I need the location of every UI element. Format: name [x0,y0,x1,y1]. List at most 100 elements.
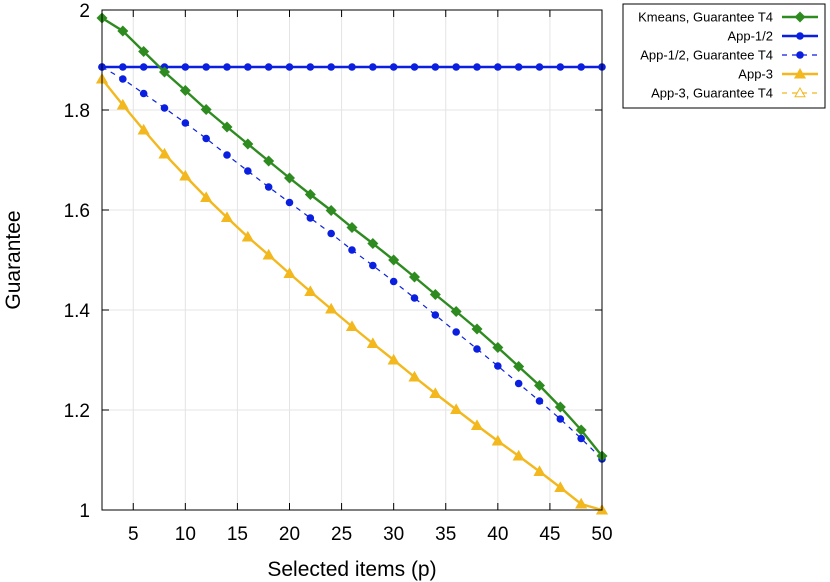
data-point [119,63,127,71]
data-point [202,134,210,143]
data-point [367,238,379,249]
data-point [388,254,400,266]
data-point [117,25,129,37]
data-point [452,328,460,336]
data-point [283,267,296,278]
data-point [346,222,358,233]
data-point [221,121,233,133]
x-tick-label: 5 [128,524,139,545]
x-tick-label: 10 [175,524,196,545]
data-point [471,323,483,335]
data-point [262,249,275,260]
x-tick-label: 45 [539,524,560,545]
legend-item: App-3, Guarantee T4 [651,86,818,101]
data-point [450,403,463,414]
data-point [450,306,462,317]
data-point [223,63,231,71]
data-point [158,148,171,159]
series-2 [98,63,606,463]
x-tick-label: 30 [383,524,404,545]
data-point [325,303,338,314]
data-point [242,138,254,150]
legend-marker [794,86,806,98]
data-point [284,172,295,184]
data-point [285,198,294,207]
data-point [491,435,504,446]
data-point [285,63,294,71]
data-point [452,63,460,71]
data-point [494,362,502,370]
data-point [512,450,525,461]
legend-item: Kmeans, Guarantee T4 [638,10,818,25]
data-point [181,119,190,127]
plot-frame [101,9,603,511]
y-tick-label: 1 [79,501,90,522]
series-4 [96,72,608,515]
data-point [223,151,231,159]
x-tick-label: 40 [487,524,508,545]
data-point [304,189,316,200]
data-point [410,294,419,302]
data-point [200,191,213,202]
data-point [535,397,544,405]
data-point [409,271,420,283]
series-layer [96,12,608,515]
data-point [533,465,546,476]
series-line [101,78,603,511]
data-point [179,170,192,181]
data-point [556,415,565,423]
data-point [473,63,481,71]
data-point [138,46,150,57]
x-tick-label: 50 [591,524,612,545]
ticks: 5 10 15 20 25 30 35 40 45 50 1 1.2 1.4 1.6 1.8 2 [64,1,613,545]
series-line [101,78,603,512]
data-point [304,285,317,296]
data-point [181,63,190,71]
y-tick-label: 1.6 [64,201,90,222]
data-point [534,380,545,391]
legend-marker [796,51,804,59]
data-point [577,434,585,443]
data-point [514,379,523,388]
x-tick-label: 20 [279,524,300,545]
data-point [473,345,481,353]
data-point [554,401,566,413]
legend-label: App-1/2 [727,29,773,44]
legend-marker [794,68,806,79]
y-tick-label: 1.2 [64,401,90,422]
data-point [514,63,523,71]
legend-box [622,3,826,109]
x-tick-label: 25 [331,524,352,545]
series-0 [96,12,608,462]
data-point [366,337,379,348]
data-point [244,63,252,71]
data-point [264,183,273,191]
data-point [575,424,587,436]
legend-marker [796,32,804,40]
legend-item: App-1/2, Guarantee T4 [640,48,818,63]
data-point [119,75,127,83]
legend-item: App-1/2 [727,29,818,44]
data-point [575,498,588,509]
data-point [369,63,377,71]
data-point [241,231,254,242]
data-point [160,104,169,112]
data-point [410,63,419,71]
legend-item: App-3 [738,67,818,82]
data-point [513,361,525,372]
y-tick-label: 1.4 [64,301,91,322]
data-point [577,63,585,71]
data-point [389,63,398,71]
x-axis-label: Selected items (p) [267,558,436,581]
data-point [159,66,170,78]
x-tick-label: 35 [435,524,456,545]
data-point [431,311,440,319]
legend-marker [794,11,806,23]
data-point [492,342,504,353]
data-point [429,289,441,300]
data-point [139,89,148,98]
legend: Kmeans, Guarantee T4 App-1/2 App-1/2, Guar… [622,3,826,109]
legend-label: Kmeans, Guarantee T4 [638,10,773,25]
data-point [179,85,191,96]
